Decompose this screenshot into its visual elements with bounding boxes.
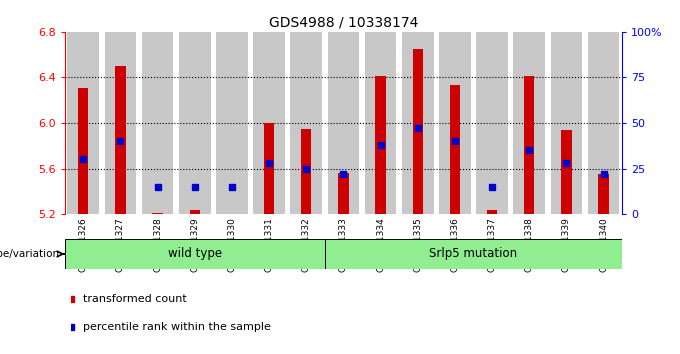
Bar xyxy=(513,32,545,214)
Bar xyxy=(141,32,173,214)
Text: wild type: wild type xyxy=(168,247,222,261)
Bar xyxy=(588,32,619,214)
Bar xyxy=(216,32,248,214)
Bar xyxy=(439,32,471,214)
Bar xyxy=(115,66,126,214)
Bar xyxy=(105,32,136,214)
Bar xyxy=(190,210,200,214)
Bar xyxy=(264,123,274,214)
Bar xyxy=(65,239,325,269)
Bar xyxy=(487,210,497,214)
Bar xyxy=(402,32,434,214)
Bar xyxy=(301,129,311,214)
Bar xyxy=(328,32,359,214)
Bar xyxy=(78,88,88,214)
Text: genotype/variation: genotype/variation xyxy=(0,249,59,259)
Bar xyxy=(476,32,508,214)
Bar xyxy=(338,173,349,214)
Bar xyxy=(598,174,609,214)
Bar xyxy=(551,32,582,214)
Title: GDS4988 / 10338174: GDS4988 / 10338174 xyxy=(269,15,418,29)
Bar xyxy=(253,32,285,214)
Bar xyxy=(364,32,396,214)
Text: transformed count: transformed count xyxy=(83,294,187,304)
Bar xyxy=(413,49,423,214)
Bar xyxy=(290,32,322,214)
Bar xyxy=(325,239,622,269)
Bar xyxy=(179,32,211,214)
Text: Srlp5 mutation: Srlp5 mutation xyxy=(430,247,517,261)
Text: percentile rank within the sample: percentile rank within the sample xyxy=(83,322,271,332)
Bar xyxy=(152,213,163,214)
Bar xyxy=(524,76,534,214)
Bar xyxy=(449,85,460,214)
Bar xyxy=(67,32,99,214)
Bar xyxy=(561,130,572,214)
Bar xyxy=(375,76,386,214)
